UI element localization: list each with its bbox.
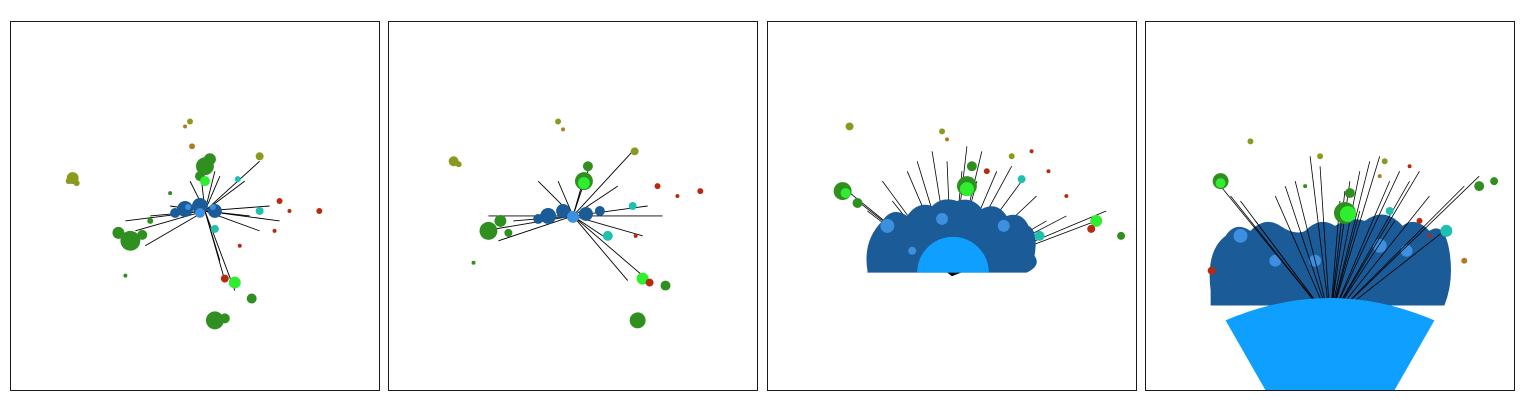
panel-1-hub — [170, 198, 222, 218]
panel-2-hub — [533, 204, 605, 224]
panel-4 — [1145, 21, 1515, 391]
panel-2-clusters — [448, 118, 704, 329]
panel-4-canvas — [1207, 138, 1499, 390]
panel-1 — [10, 21, 380, 391]
panel-1-canvas — [65, 118, 323, 330]
panel-4-clusters — [1207, 138, 1499, 275]
panel-3-canvas — [833, 122, 1126, 276]
panel-2-canvas — [448, 118, 704, 329]
panel-2 — [388, 21, 758, 391]
panel-3 — [767, 21, 1137, 391]
panel-3-hub-half-disc — [917, 236, 989, 273]
panel-1-clusters — [65, 118, 323, 330]
panel-3-clusters — [833, 122, 1126, 241]
panel-4-hub-fan — [1225, 298, 1435, 390]
panel-4-hub-cluster — [1209, 214, 1452, 306]
